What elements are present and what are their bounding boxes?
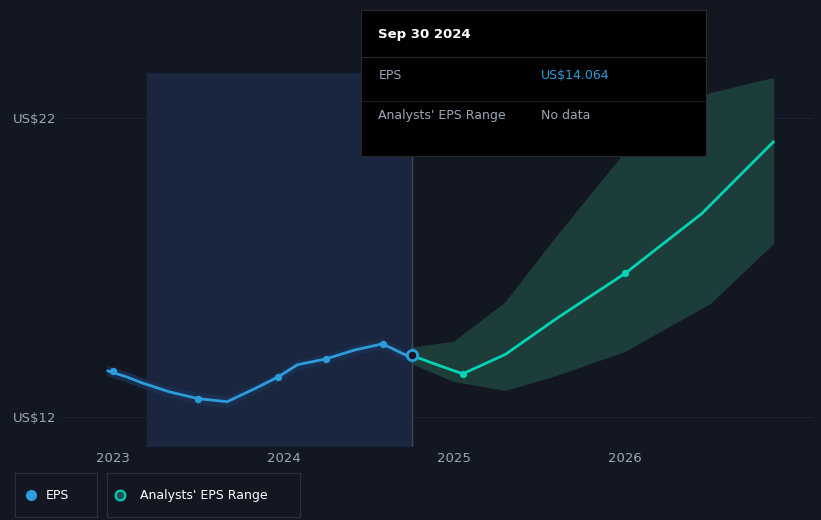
Text: EPS: EPS (378, 69, 401, 82)
Text: Sep 30 2024: Sep 30 2024 (378, 28, 471, 41)
Text: Analysts' EPS Range: Analysts' EPS Range (378, 109, 506, 122)
Point (191, 395, 204, 403)
Point (456, 370, 470, 378)
Polygon shape (411, 79, 773, 391)
Point (618, 269, 631, 278)
Text: EPS: EPS (46, 489, 69, 502)
Text: No data: No data (540, 109, 590, 122)
Text: Analysts Forecasts: Analysts Forecasts (422, 77, 539, 90)
Text: Analysts' EPS Range: Analysts' EPS Range (140, 489, 267, 502)
Text: Actual: Actual (362, 77, 401, 90)
Point (106, 367, 119, 375)
Point (405, 352, 418, 360)
Bar (147, 73, 411, 447)
Point (319, 355, 333, 363)
Point (272, 373, 285, 381)
Point (376, 340, 389, 348)
Text: US$14.064: US$14.064 (540, 69, 609, 82)
